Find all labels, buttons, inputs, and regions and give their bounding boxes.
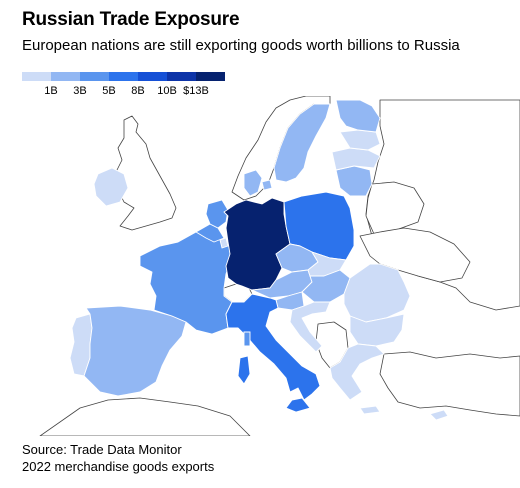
- legend-label: 10B: [157, 85, 177, 97]
- legend-swatch-0: [22, 72, 51, 81]
- north-africa-outline: [39, 397, 251, 436]
- country-sweden: [273, 103, 331, 183]
- europe-map: [39, 96, 520, 436]
- country-bulgaria: [349, 313, 405, 347]
- island-italy-1: [237, 355, 251, 385]
- country-croatia: [289, 301, 331, 353]
- island-italy-0: [285, 397, 311, 413]
- country-ireland: [93, 167, 129, 207]
- legend-swatch-6: [196, 72, 225, 81]
- country-romania: [343, 263, 411, 323]
- country-netherlands: [205, 199, 229, 229]
- legend: 1B 3B 5B 8B 10B $13B: [22, 72, 225, 99]
- source-line: Source: Trade Data Monitor: [22, 442, 182, 457]
- belarus-outline: [365, 181, 425, 235]
- legend-swatch-2: [80, 72, 109, 81]
- source-note: Source: Trade Data Monitor 2022 merchand…: [22, 441, 214, 475]
- legend-label: 1B: [44, 85, 58, 97]
- legend-label: 8B: [131, 85, 145, 97]
- country-germany: [223, 197, 291, 291]
- country-luxembourg: [219, 237, 229, 249]
- legend-swatches: [22, 72, 225, 81]
- legend-label: 5B: [102, 85, 116, 97]
- legend-swatch-4: [138, 72, 167, 81]
- legend-label: $13B: [183, 85, 209, 97]
- uk-outline: [115, 115, 177, 231]
- country-denmark: [243, 169, 263, 197]
- turkey-outline: [379, 351, 520, 417]
- island-denmark-0: [261, 179, 273, 191]
- legend-swatch-5: [167, 72, 196, 81]
- country-cyprus: [429, 409, 449, 421]
- legend-swatch-3: [109, 72, 138, 81]
- country-lithuania: [335, 165, 373, 197]
- dataset-line: 2022 merchandise goods exports: [22, 459, 215, 474]
- island-greece-0: [359, 405, 381, 415]
- island-france-0: [243, 331, 251, 347]
- country-finland: [335, 99, 381, 133]
- chart-title: Russian Trade Exposure: [22, 9, 240, 30]
- legend-labels: 1B 3B 5B 8B 10B $13B: [22, 85, 225, 99]
- legend-label: 3B: [73, 85, 87, 97]
- legend-swatch-1: [51, 72, 80, 81]
- chart-subtitle: European nations are still exporting goo…: [22, 37, 460, 54]
- country-estonia: [339, 129, 381, 151]
- country-spain: [83, 305, 187, 397]
- country-greece: [329, 343, 385, 401]
